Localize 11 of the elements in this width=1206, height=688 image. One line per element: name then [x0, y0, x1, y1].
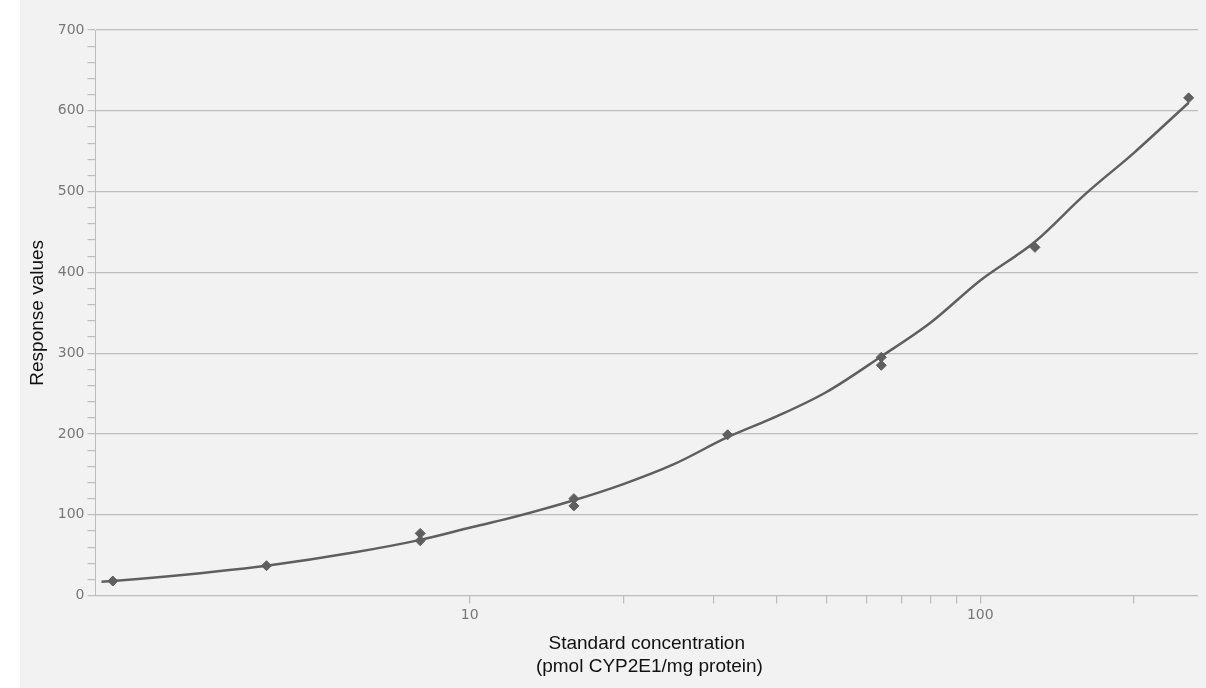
y-tick-label: 0 — [75, 586, 85, 603]
y-tick-label: 100 — [57, 505, 85, 522]
x-axis-title: Standard concentration (pmol CYP2E1/mg protein) — [530, 632, 763, 676]
y-axis-title: Response values — [25, 239, 47, 386]
y-tick-label: 200 — [57, 424, 85, 441]
y-tick-label: 300 — [57, 343, 85, 360]
y-tick-label: 600 — [57, 101, 85, 118]
y-tick-label: 700 — [57, 20, 85, 37]
y-tick-label: 500 — [57, 182, 85, 199]
x-tick-label: 10 — [460, 605, 479, 622]
y-tick-label: 400 — [57, 263, 85, 280]
